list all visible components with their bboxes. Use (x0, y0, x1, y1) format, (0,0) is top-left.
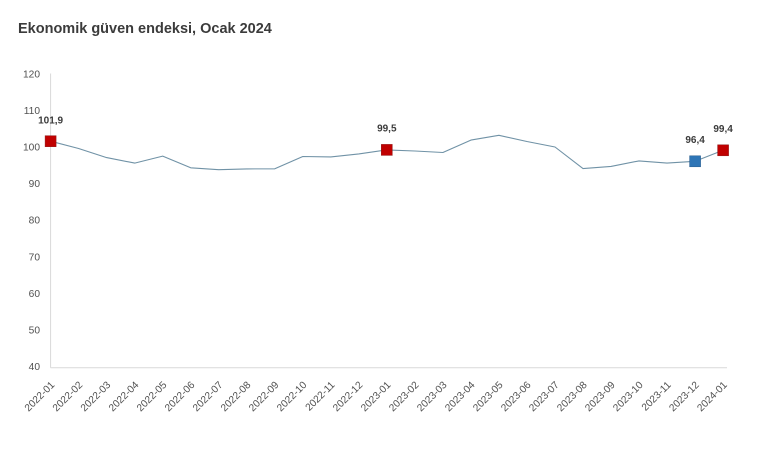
svg-text:60: 60 (29, 289, 41, 300)
svg-text:40: 40 (29, 362, 41, 373)
svg-text:99,4: 99,4 (713, 124, 733, 135)
svg-text:70: 70 (29, 252, 41, 263)
svg-text:50: 50 (29, 325, 41, 336)
svg-text:101,9: 101,9 (38, 116, 63, 127)
svg-text:80: 80 (29, 216, 41, 227)
svg-text:Ekonomik güven endeksi, Ocak 2: Ekonomik güven endeksi, Ocak 2024 (18, 21, 272, 37)
svg-text:99,5: 99,5 (377, 123, 397, 134)
svg-text:90: 90 (29, 179, 41, 190)
svg-text:100: 100 (23, 143, 40, 154)
svg-text:110: 110 (24, 106, 41, 117)
svg-text:96,4: 96,4 (685, 135, 705, 146)
svg-text:120: 120 (23, 70, 40, 81)
